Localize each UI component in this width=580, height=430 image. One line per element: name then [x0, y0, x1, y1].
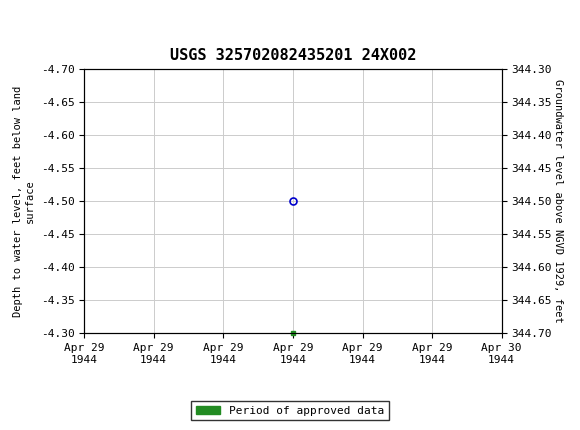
Y-axis label: Groundwater level above NGVD 1929, feet: Groundwater level above NGVD 1929, feet [553, 79, 563, 323]
Legend: Period of approved data: Period of approved data [191, 401, 389, 420]
Y-axis label: Depth to water level, feet below land
surface: Depth to water level, feet below land su… [13, 86, 35, 316]
Title: USGS 325702082435201 24X002: USGS 325702082435201 24X002 [170, 49, 416, 64]
Text: ≡USGS: ≡USGS [12, 14, 82, 31]
